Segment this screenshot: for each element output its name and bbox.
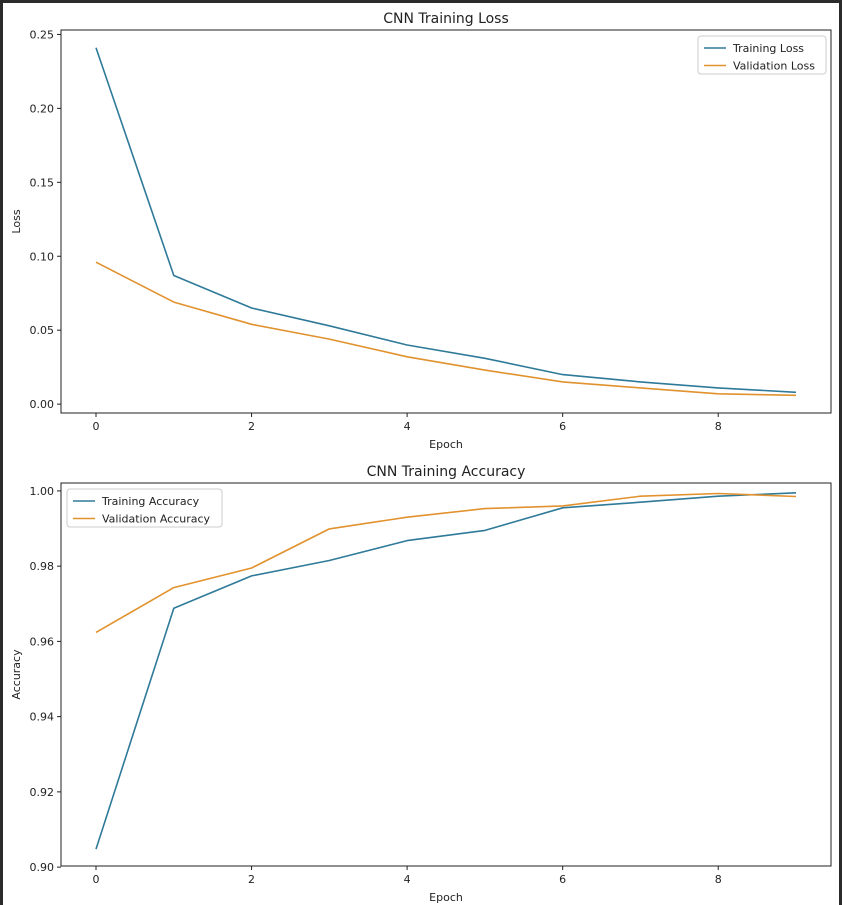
chart-0: CNN Training Loss 0 2 4 6 8 0.00 0.05 0.10 0.15 0.… xyxy=(10,11,832,451)
x-tick-label: 2 xyxy=(248,873,255,886)
figure: CNN Training Loss 0 2 4 6 8 0.00 0.05 0.10 0.15 0.… xyxy=(3,3,839,905)
x-tick-label: 4 xyxy=(404,420,411,433)
y-tick-label: 0.20 xyxy=(30,102,55,115)
x-tick-label: 8 xyxy=(715,873,722,886)
x-tick-label: 4 xyxy=(404,873,411,886)
legend-box xyxy=(697,35,827,75)
series-line-0 xyxy=(95,47,797,394)
charts-canvas: CNN Training Loss 0 2 4 6 8 0.00 0.05 0.10 0.15 0.… xyxy=(10,11,832,904)
x-tick-label: 8 xyxy=(715,420,722,433)
y-tick-label: 0.10 xyxy=(30,250,55,263)
legend-label: Training Accuracy xyxy=(101,495,200,508)
y-tick-label: 0.90 xyxy=(30,861,55,874)
series-line-0 xyxy=(95,492,797,850)
y-tick-label: 0.98 xyxy=(30,560,55,573)
x-tick-label: 0 xyxy=(93,873,100,886)
y-tick-label: 0.05 xyxy=(30,324,55,337)
series-line-1 xyxy=(95,492,797,634)
legend-label: Training Loss xyxy=(732,42,804,55)
legend-label: Validation Loss xyxy=(733,60,815,73)
y-axis-label: Accuracy xyxy=(10,649,23,700)
x-tick-label: 0 xyxy=(93,420,100,433)
y-tick-label: 0.15 xyxy=(30,176,55,189)
x-axis-label: Epoch xyxy=(429,438,463,451)
y-tick-label: 0.92 xyxy=(30,786,55,799)
y-axis-label: Loss xyxy=(10,209,23,233)
legend-box xyxy=(66,488,223,528)
x-tick-label: 2 xyxy=(248,420,255,433)
y-tick-label: 0.00 xyxy=(30,398,55,411)
chart-title: CNN Training Accuracy xyxy=(367,464,526,480)
chart-1: CNN Training Accuracy 0 2 4 6 8 0.90 0.92 0.94 0.… xyxy=(10,464,832,904)
y-tick-label: 0.96 xyxy=(30,635,55,648)
x-axis-label: Epoch xyxy=(429,891,463,904)
y-tick-label: 0.94 xyxy=(30,711,55,724)
legend-label: Validation Accuracy xyxy=(102,513,211,526)
plot-frame xyxy=(60,29,832,414)
plot-frame xyxy=(60,482,832,867)
chart-title: CNN Training Loss xyxy=(383,11,509,27)
x-tick-label: 6 xyxy=(559,873,566,886)
y-tick-label: 0.25 xyxy=(30,28,55,41)
series-line-1 xyxy=(95,261,797,397)
x-tick-label: 6 xyxy=(559,420,566,433)
y-tick-label: 1.00 xyxy=(30,485,55,498)
